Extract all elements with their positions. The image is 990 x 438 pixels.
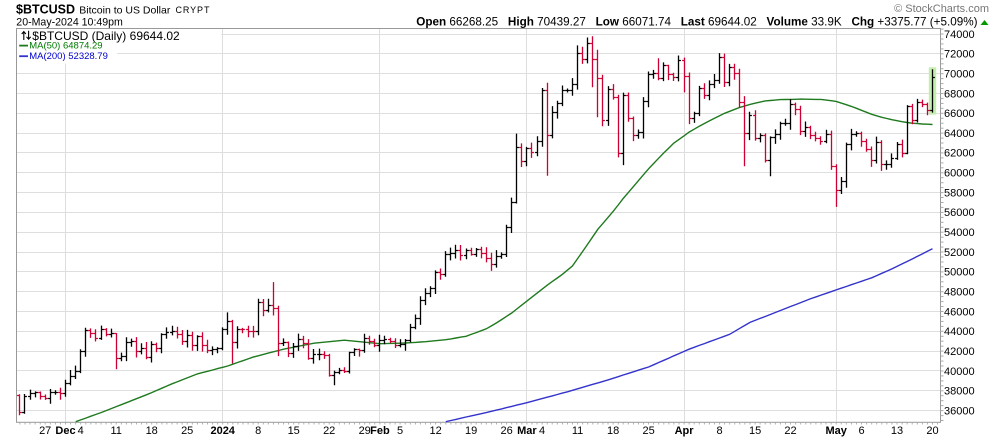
svg-text:May: May [825,425,847,437]
svg-text:25: 25 [642,425,654,437]
svg-text:20: 20 [926,425,938,437]
svg-text:54000: 54000 [944,227,975,239]
svg-text:66000: 66000 [944,108,975,120]
svg-text:12: 12 [429,425,441,437]
svg-text:64000: 64000 [944,128,975,140]
svg-text:60000: 60000 [944,168,975,180]
svg-text:26: 26 [500,425,512,437]
svg-text:38000: 38000 [944,386,975,398]
svg-text:MA(50) 64874.29: MA(50) 64874.29 [29,40,102,51]
svg-text:40000: 40000 [944,366,975,378]
svg-text:36000: 36000 [944,405,975,417]
svg-text:Open 66268.25 High 70439.27: Open 66268.25 High 70439.27 Low 66071.74… [416,16,977,29]
svg-text:15: 15 [749,425,761,437]
svg-text:20-May-2024 10:49pm: 20-May-2024 10:49pm [16,17,123,29]
svg-text:52000: 52000 [944,247,975,259]
svg-text:6: 6 [858,425,864,437]
svg-text:74000: 74000 [944,29,975,41]
svg-text:11: 11 [110,425,121,437]
svg-text:Apr: Apr [675,425,695,437]
svg-text:8: 8 [255,425,261,437]
svg-text:Feb: Feb [370,425,390,437]
svg-text:56000: 56000 [944,207,975,219]
svg-text:72000: 72000 [944,49,975,61]
svg-text:42000: 42000 [944,346,975,358]
svg-text:27: 27 [39,425,51,437]
svg-text:$BTCUSD: $BTCUSD [16,2,75,16]
svg-text:25: 25 [181,425,193,437]
svg-text:4: 4 [78,425,84,437]
svg-text:22: 22 [784,425,796,437]
svg-text:62000: 62000 [944,148,975,160]
svg-text:Mar: Mar [517,425,537,437]
svg-text:70000: 70000 [944,69,975,81]
svg-text:5: 5 [397,425,403,437]
svg-text:68000: 68000 [944,88,975,100]
svg-text:4: 4 [539,425,545,437]
svg-text:15: 15 [288,425,300,437]
svg-text:50000: 50000 [944,267,975,279]
svg-text:18: 18 [146,425,158,437]
svg-text:8: 8 [717,425,723,437]
svg-text:19: 19 [465,425,477,437]
svg-text:13: 13 [891,425,903,437]
svg-text:Dec: Dec [55,425,75,437]
svg-text:22: 22 [323,425,335,437]
svg-text:© StockCharts.com: © StockCharts.com [894,3,989,15]
svg-text:48000: 48000 [944,287,975,299]
svg-text:29: 29 [359,425,371,437]
svg-text:58000: 58000 [944,187,975,199]
svg-text:Bitcoin to US Dollar: Bitcoin to US Dollar [79,4,171,16]
svg-text:11: 11 [572,425,583,437]
svg-text:$BTCUSD (Daily) 69644.02: $BTCUSD (Daily) 69644.02 [32,29,180,43]
svg-text:44000: 44000 [944,326,975,338]
svg-text:2024: 2024 [210,425,235,437]
svg-text:CRYPT: CRYPT [176,5,211,15]
svg-text:46000: 46000 [944,306,975,318]
svg-text:18: 18 [607,425,619,437]
svg-text:MA(200) 52328.79: MA(200) 52328.79 [29,51,108,62]
